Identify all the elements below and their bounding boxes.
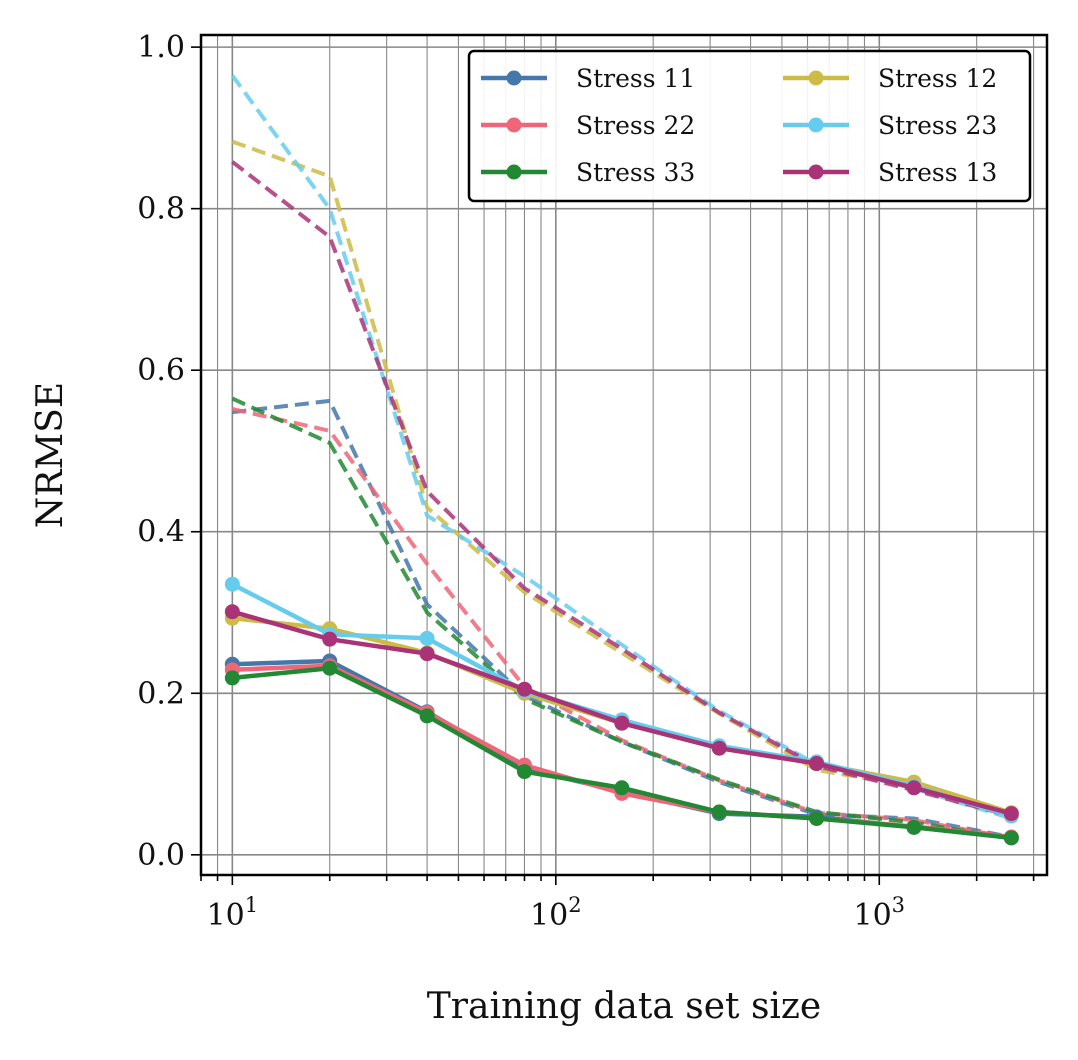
solid-series-group xyxy=(224,576,1019,846)
y-tick-label: 1.0 xyxy=(137,30,185,65)
x-tick-label: 101 xyxy=(207,893,259,933)
y-axis-title: NRMSE xyxy=(30,382,71,528)
stress-33-point xyxy=(322,660,338,676)
stress-13-point xyxy=(516,681,532,697)
x-tick-label: 103 xyxy=(853,893,905,933)
legend-swatch-marker xyxy=(808,70,824,86)
y-tick-label: 0.0 xyxy=(137,838,185,873)
stress-33-point xyxy=(1003,830,1019,846)
y-tick-label: 0.8 xyxy=(137,192,185,227)
legend-label: Stress 23 xyxy=(878,111,997,140)
stress-13-point xyxy=(809,756,825,772)
legend-label: Stress 22 xyxy=(576,111,695,140)
x-tick-label: 102 xyxy=(530,893,582,933)
stress-33-point xyxy=(906,819,922,835)
stress-13-point xyxy=(711,740,727,756)
legend-box xyxy=(467,49,1032,203)
legend: Stress 11 Stress 22 Stress 33 Stress 12 Stre… xyxy=(467,49,1032,203)
stress-13-point xyxy=(906,780,922,796)
stress-13-point xyxy=(322,631,338,647)
stress-33-point xyxy=(809,810,825,826)
legend-swatch-marker xyxy=(506,164,522,180)
stress-12-dashed-line xyxy=(231,139,1012,817)
legend-swatch-marker xyxy=(506,117,522,133)
y-tick-label: 0.2 xyxy=(137,676,185,711)
plot-frame xyxy=(199,33,1049,877)
legend-swatch-marker xyxy=(808,164,824,180)
legend-label: Stress 11 xyxy=(576,64,695,93)
stress-13-point xyxy=(224,604,240,620)
y-tick-label: 0.6 xyxy=(137,353,185,388)
stress-13-dashed-line xyxy=(231,160,1012,818)
stress-33-point xyxy=(224,670,240,686)
legend-label: Stress 33 xyxy=(576,158,695,187)
axis-ticks: 0.0 0.2 0.4 0.6 0.8 1.0 101 102 103 xyxy=(137,30,1035,933)
stress-13-point xyxy=(614,715,630,731)
stress-33-point xyxy=(614,780,630,796)
y-tick-label: 0.4 xyxy=(137,515,185,550)
stress-33-dashed-line xyxy=(231,396,1012,841)
legend-swatch-marker xyxy=(506,70,522,86)
legend-label: Stress 13 xyxy=(878,158,997,187)
stress-13-point xyxy=(419,646,435,662)
stress-33-point xyxy=(711,804,727,820)
legend-swatch-marker xyxy=(808,117,824,133)
legend-label: Stress 12 xyxy=(878,64,997,93)
stress-33-point xyxy=(419,708,435,724)
stress-23-point xyxy=(419,630,435,646)
stress-13-point xyxy=(1003,806,1019,822)
stress-11-dashed-line xyxy=(232,398,1012,839)
x-axis-title: Training data set size xyxy=(427,986,821,1027)
stress-33-point xyxy=(516,764,532,780)
stress-23-point xyxy=(224,576,240,592)
